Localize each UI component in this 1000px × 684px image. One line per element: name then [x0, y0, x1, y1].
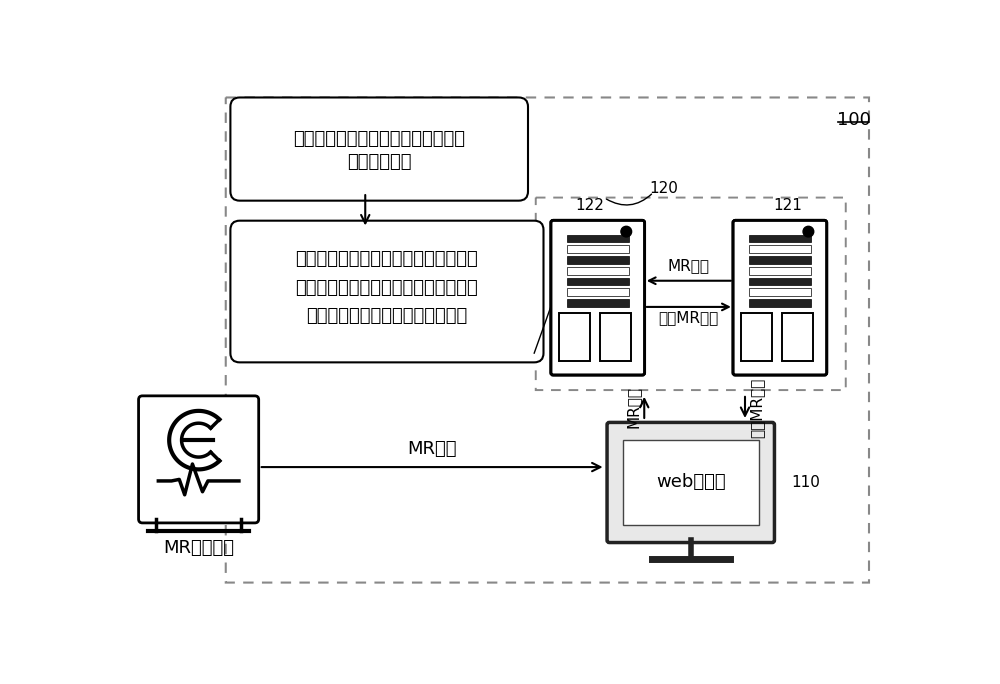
Text: 110: 110	[792, 475, 820, 490]
Circle shape	[803, 226, 814, 237]
Text: 重建MR图像: 重建MR图像	[659, 310, 719, 325]
Bar	[567, 288, 629, 296]
Text: 121: 121	[773, 198, 802, 213]
FancyBboxPatch shape	[733, 220, 827, 375]
Text: 重建MR图像: 重建MR图像	[750, 378, 765, 438]
Bar	[567, 267, 629, 274]
Bar	[567, 235, 629, 242]
Bar	[600, 313, 631, 360]
Bar	[559, 313, 590, 360]
Bar	[782, 313, 813, 360]
Bar	[749, 299, 811, 306]
Text: MR成像设备: MR成像设备	[163, 539, 234, 557]
Text: 122: 122	[576, 198, 604, 213]
FancyBboxPatch shape	[230, 221, 544, 363]
FancyBboxPatch shape	[230, 98, 528, 200]
FancyBboxPatch shape	[551, 220, 645, 375]
Text: 在该第一质量等级与预设质量等级相匹: 在该第一质量等级与预设质量等级相匹	[296, 250, 478, 268]
Bar	[749, 256, 811, 264]
Bar	[749, 278, 811, 285]
Text: MR图像: MR图像	[407, 440, 457, 458]
Bar	[567, 278, 629, 285]
Text: 120: 120	[649, 181, 678, 196]
Bar	[749, 235, 811, 242]
Bar	[749, 288, 811, 296]
Text: MR图像: MR图像	[668, 258, 710, 273]
Bar	[567, 246, 629, 253]
Text: 100: 100	[837, 111, 870, 129]
Text: 进行重建处理，得到重建医学图像: 进行重建处理，得到重建医学图像	[306, 307, 468, 325]
Bar	[567, 299, 629, 306]
Text: 第一质量等级: 第一质量等级	[347, 153, 411, 171]
Bar	[741, 313, 772, 360]
Circle shape	[621, 226, 632, 237]
FancyBboxPatch shape	[139, 396, 259, 523]
Bar	[567, 256, 629, 264]
Text: web客户端: web客户端	[656, 473, 726, 492]
Text: 基于质量评估模型确定该医学图像的: 基于质量评估模型确定该医学图像的	[293, 130, 465, 148]
Bar	[749, 267, 811, 274]
Bar	[749, 246, 811, 253]
FancyBboxPatch shape	[623, 440, 759, 525]
FancyBboxPatch shape	[607, 423, 774, 542]
Text: MR图像: MR图像	[626, 386, 641, 428]
Text: 配时，基于图像重建模型对该医学图像: 配时，基于图像重建模型对该医学图像	[296, 278, 478, 297]
